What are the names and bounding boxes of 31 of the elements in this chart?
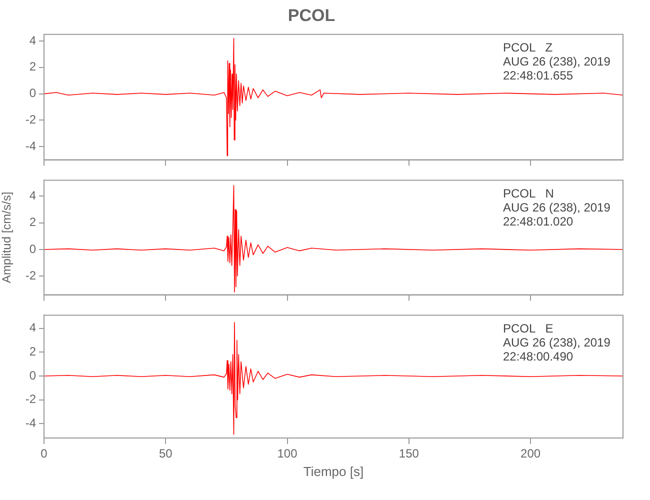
x-tick-label: 100 [277, 446, 298, 461]
annotation: 22:48:01.655 [503, 68, 574, 83]
x-tick-label: 150 [398, 446, 420, 461]
y-tick-label: 0 [29, 242, 36, 256]
annotation: AUG 26 (238), 2019 [503, 336, 611, 350]
x-axis-title: Tiempo [s] [303, 464, 364, 479]
annotation: 22:48:00.490 [503, 350, 574, 364]
y-tick-label: -4 [25, 138, 36, 153]
annotation: AUG 26 (238), 2019 [503, 200, 611, 215]
y-tick-label: 4 [29, 33, 36, 48]
y-tick-label: 4 [29, 320, 36, 335]
y-tick-label: -2 [25, 112, 36, 127]
y-tick-label: 2 [29, 215, 36, 230]
y-tick-label: -2 [25, 268, 36, 282]
y-tick-label: -4 [25, 416, 36, 430]
y-tick-label: 2 [29, 344, 36, 358]
annotation: PCOL E [503, 322, 554, 336]
chart-title: PCOL [288, 6, 336, 25]
y-tick-label: 2 [29, 60, 36, 74]
annotation: 22:48:01.020 [503, 214, 574, 229]
y-tick-label: 0 [29, 86, 36, 100]
y-tick-label: -2 [25, 392, 36, 406]
y-tick-label: 4 [29, 188, 36, 203]
y-axis-title: Amplitud [cm/s/s] [0, 192, 14, 284]
annotation: AUG 26 (238), 2019 [503, 54, 611, 69]
x-tick-label: 200 [520, 446, 541, 461]
x-tick-label: 50 [158, 446, 173, 461]
annotation: PCOL Z [503, 40, 553, 55]
y-tick-label: 0 [29, 368, 36, 382]
x-tick-label: 0 [40, 446, 48, 461]
annotation: PCOL N [503, 186, 554, 201]
